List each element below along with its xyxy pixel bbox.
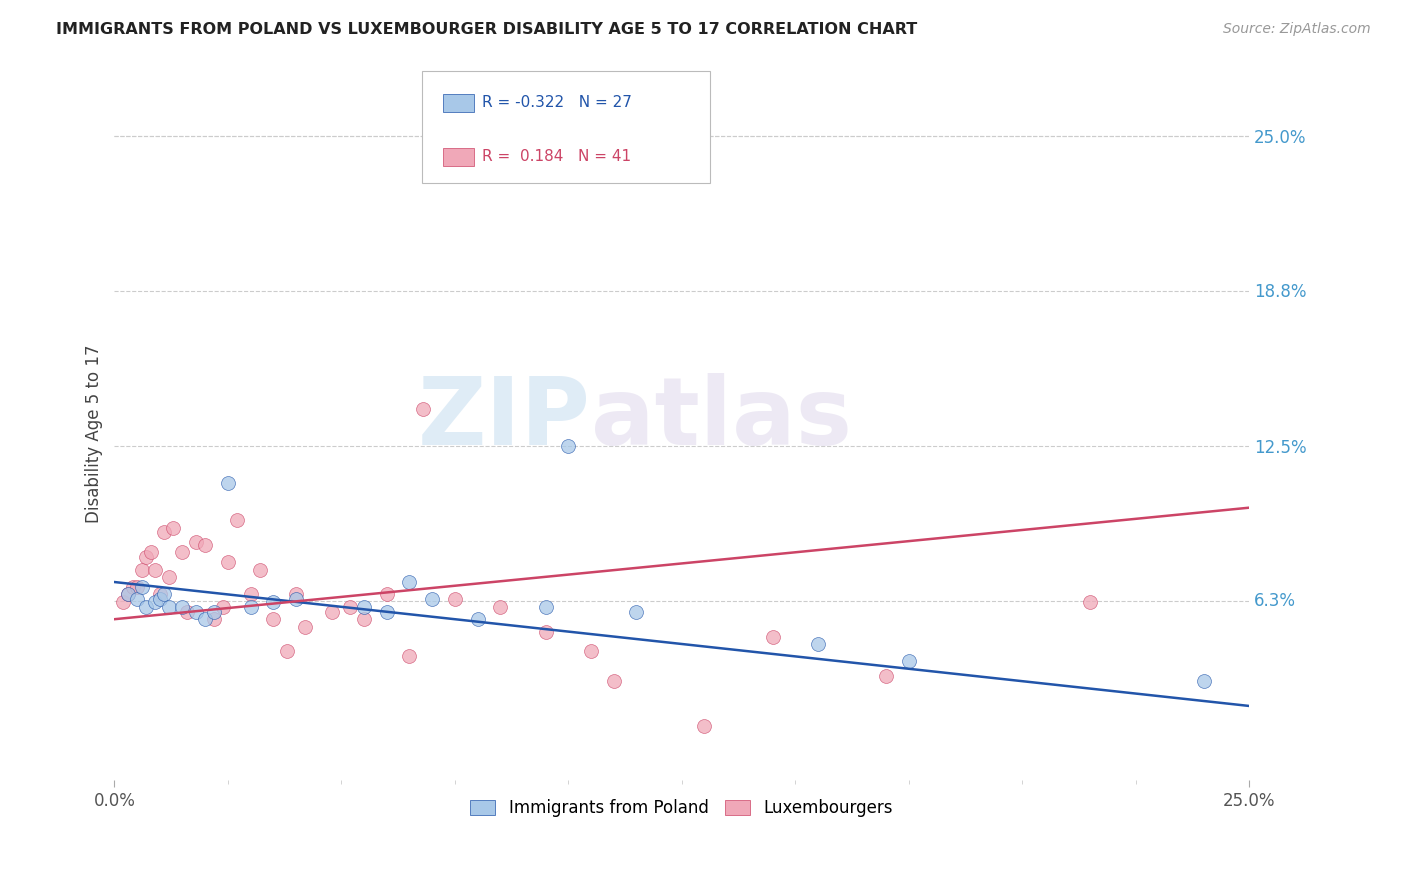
Point bbox=[398, 575, 420, 590]
Point bbox=[217, 475, 239, 490]
Point bbox=[117, 587, 139, 601]
Point bbox=[375, 605, 398, 619]
Point bbox=[112, 595, 135, 609]
Text: R = -0.322   N = 27: R = -0.322 N = 27 bbox=[482, 95, 633, 110]
Point bbox=[217, 555, 239, 569]
Legend: Immigrants from Poland, Luxembourgers: Immigrants from Poland, Luxembourgers bbox=[464, 793, 900, 824]
Point bbox=[226, 513, 249, 527]
Point bbox=[693, 719, 716, 733]
Point bbox=[626, 605, 648, 619]
Point bbox=[184, 605, 207, 619]
Text: Source: ZipAtlas.com: Source: ZipAtlas.com bbox=[1223, 22, 1371, 37]
Point bbox=[131, 563, 153, 577]
Point bbox=[139, 545, 162, 559]
Point bbox=[534, 599, 557, 614]
Point bbox=[149, 587, 172, 601]
Point bbox=[212, 599, 235, 614]
Point bbox=[276, 644, 298, 658]
Point bbox=[135, 599, 157, 614]
Y-axis label: Disability Age 5 to 17: Disability Age 5 to 17 bbox=[86, 344, 103, 523]
Text: R =  0.184   N = 41: R = 0.184 N = 41 bbox=[482, 150, 631, 164]
Point bbox=[807, 637, 830, 651]
Point bbox=[262, 595, 284, 609]
Point bbox=[375, 587, 398, 601]
Point bbox=[353, 599, 375, 614]
Point bbox=[294, 620, 316, 634]
Point bbox=[467, 612, 489, 626]
Point bbox=[1078, 595, 1101, 609]
Point bbox=[172, 599, 194, 614]
Point bbox=[443, 592, 465, 607]
Point bbox=[761, 630, 783, 644]
Point bbox=[153, 587, 176, 601]
Point bbox=[239, 587, 262, 601]
Point bbox=[157, 570, 180, 584]
Point bbox=[194, 612, 217, 626]
Point bbox=[1192, 674, 1215, 689]
Point bbox=[153, 525, 176, 540]
Point bbox=[489, 599, 512, 614]
Point bbox=[121, 580, 143, 594]
Point bbox=[127, 580, 149, 594]
Point bbox=[285, 592, 308, 607]
Point bbox=[557, 439, 579, 453]
Point bbox=[875, 669, 897, 683]
Point bbox=[117, 587, 139, 601]
Point bbox=[339, 599, 361, 614]
Point bbox=[149, 592, 172, 607]
Point bbox=[143, 595, 166, 609]
Point bbox=[143, 563, 166, 577]
Text: IMMIGRANTS FROM POLAND VS LUXEMBOURGER DISABILITY AGE 5 TO 17 CORRELATION CHART: IMMIGRANTS FROM POLAND VS LUXEMBOURGER D… bbox=[56, 22, 918, 37]
Point bbox=[176, 605, 198, 619]
Point bbox=[202, 612, 225, 626]
Point bbox=[249, 563, 271, 577]
Point bbox=[194, 538, 217, 552]
Point bbox=[127, 592, 149, 607]
Point bbox=[897, 654, 920, 668]
Point bbox=[420, 592, 443, 607]
Point bbox=[412, 401, 434, 416]
Point bbox=[262, 612, 284, 626]
Point bbox=[579, 644, 602, 658]
Point bbox=[157, 599, 180, 614]
Text: ZIP: ZIP bbox=[418, 374, 591, 466]
Point bbox=[353, 612, 375, 626]
Text: atlas: atlas bbox=[591, 374, 852, 466]
Point bbox=[202, 605, 225, 619]
Point bbox=[135, 550, 157, 565]
Point bbox=[239, 599, 262, 614]
Point bbox=[602, 674, 624, 689]
Point bbox=[172, 545, 194, 559]
Point bbox=[162, 520, 184, 534]
Point bbox=[131, 580, 153, 594]
Point bbox=[534, 624, 557, 639]
Point bbox=[285, 587, 308, 601]
Point bbox=[184, 535, 207, 549]
Point bbox=[321, 605, 343, 619]
Point bbox=[398, 649, 420, 664]
